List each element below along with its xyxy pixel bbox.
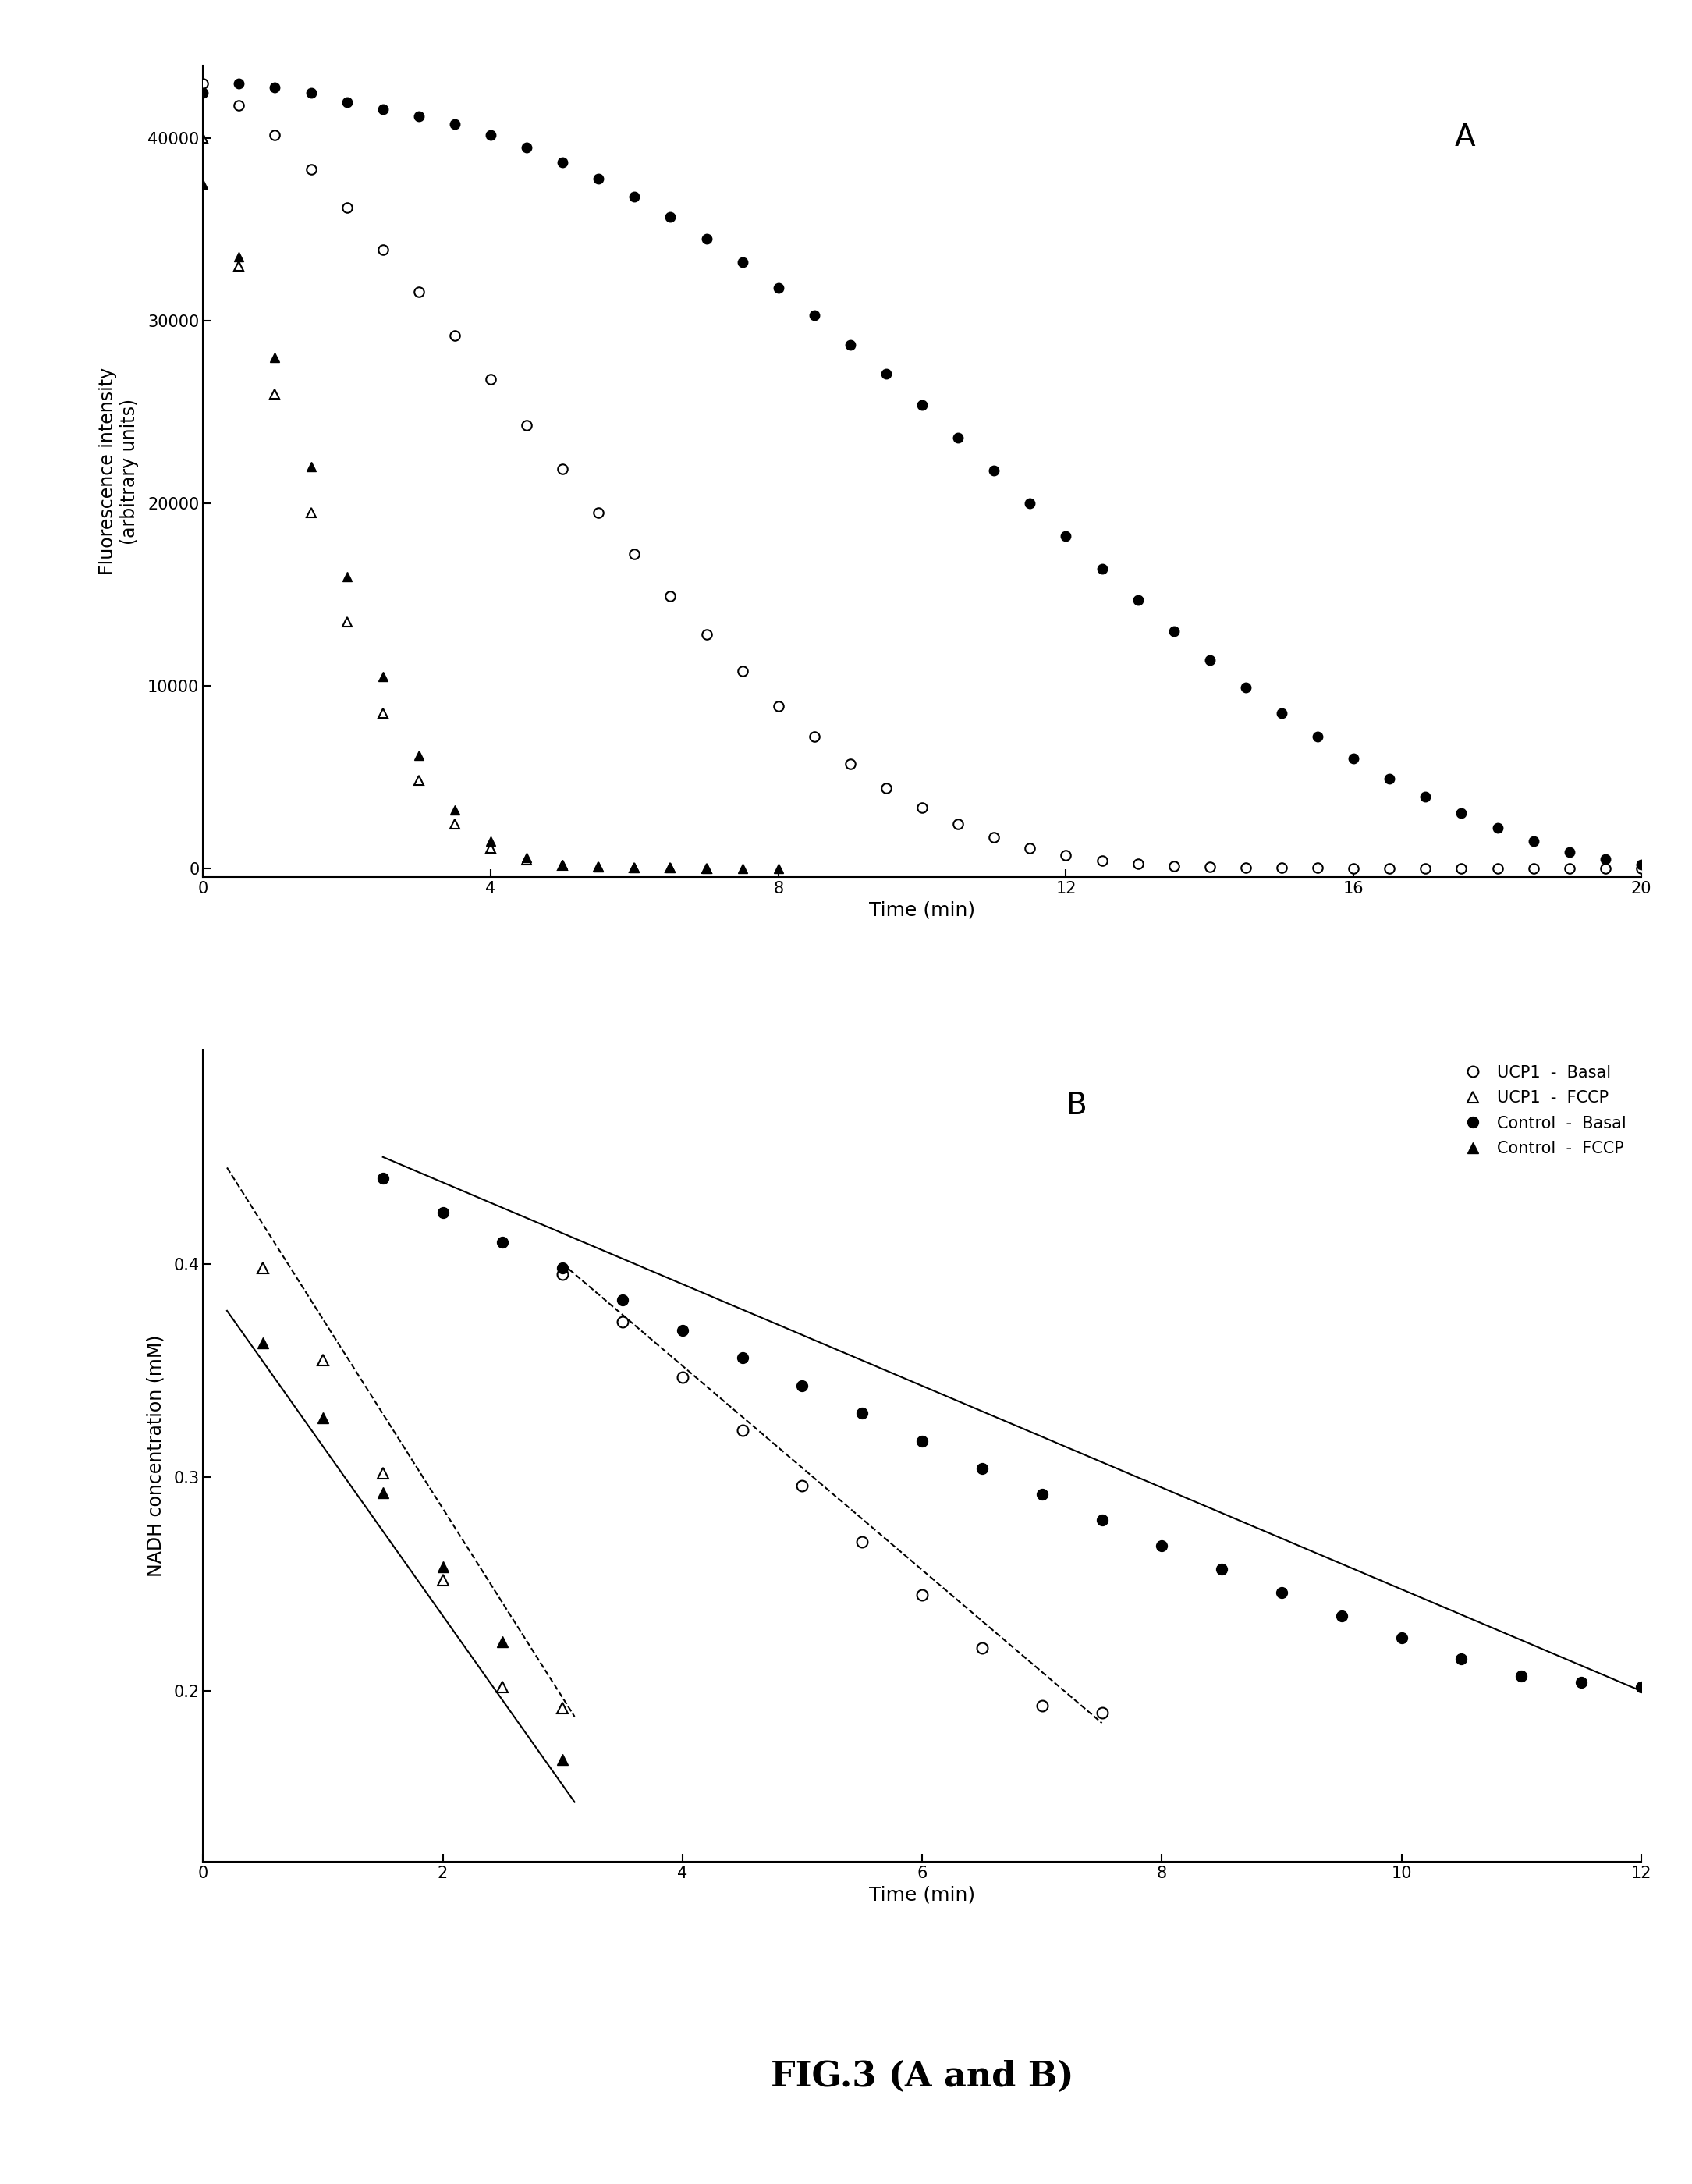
X-axis label: Time (min): Time (min): [870, 1885, 975, 1904]
X-axis label: Time (min): Time (min): [870, 902, 975, 919]
Y-axis label: NADH concentration (mM): NADH concentration (mM): [146, 1334, 164, 1577]
Text: A: A: [1453, 122, 1475, 153]
Legend: UCP1  -  Basal, UCP1  -  FCCP, Control  -  Basal, Control  -  FCCP: UCP1 - Basal, UCP1 - FCCP, Control - Bas…: [1450, 1059, 1633, 1162]
Text: B: B: [1066, 1090, 1086, 1120]
Y-axis label: Fluorescence intensity
(arbitrary units): Fluorescence intensity (arbitrary units): [98, 367, 139, 574]
Text: FIG.3 (A and B): FIG.3 (A and B): [770, 2060, 1074, 2094]
